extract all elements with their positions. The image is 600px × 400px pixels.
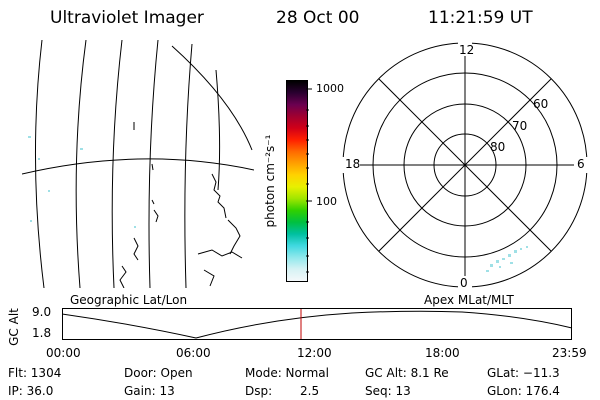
instrument-title: Ultraviolet Imager bbox=[50, 8, 204, 28]
polar-ring-label-60: 60 bbox=[533, 97, 549, 111]
coastline-outlines bbox=[119, 122, 243, 288]
polar-ring-label-80: 80 bbox=[490, 140, 506, 154]
time-label: 11:21:59 UT bbox=[428, 8, 533, 28]
apex-panel-label: Apex MLat/MLT bbox=[424, 293, 514, 307]
altitude-timeline-plot bbox=[62, 308, 573, 340]
geographic-map bbox=[22, 40, 254, 288]
dsp-label: Dsp: bbox=[245, 384, 273, 398]
meridian-line bbox=[34, 40, 45, 288]
polar-plot bbox=[342, 42, 588, 290]
polar-diagonal bbox=[378, 78, 552, 252]
meridian-line bbox=[184, 43, 193, 288]
mode-value: Mode: Normal bbox=[245, 366, 329, 380]
color-scale-ticks bbox=[306, 88, 312, 273]
polar-label-0: 0 bbox=[460, 276, 468, 290]
meridian-line bbox=[148, 40, 159, 288]
polar-aurora-emission bbox=[486, 246, 528, 272]
polar-label-18: 18 bbox=[345, 157, 361, 171]
map-edge-arc bbox=[171, 45, 253, 151]
polar-label-12: 12 bbox=[459, 43, 475, 57]
geographic-latitude: GLat: −11.3 bbox=[487, 366, 560, 380]
ip-value: IP: 36.0 bbox=[8, 384, 54, 398]
time-tick-0600: 06:00 bbox=[176, 346, 211, 360]
aurora-speckles bbox=[28, 136, 136, 228]
altitude-axis-label: GC Alt bbox=[7, 308, 21, 346]
time-tick-0000: 00:00 bbox=[46, 346, 81, 360]
gc-altitude: GC Alt: 8.1 Re bbox=[365, 366, 449, 380]
altitude-plot-frame bbox=[62, 308, 572, 340]
color-scale-max-label: 1000 bbox=[316, 82, 344, 95]
door-status: Door: Open bbox=[124, 366, 193, 380]
color-scale-gradient bbox=[287, 81, 307, 281]
time-tick-2359: 23:59 bbox=[552, 346, 587, 360]
meridian-line bbox=[75, 40, 87, 288]
gain-value: Gain: 13 bbox=[124, 384, 175, 398]
altitude-max-label: 9.0 bbox=[32, 305, 52, 319]
time-tick-1800: 18:00 bbox=[425, 346, 460, 360]
altitude-min-label: 1.8 bbox=[32, 326, 52, 340]
meridian-line bbox=[215, 69, 221, 191]
time-tick-1200: 12:00 bbox=[297, 346, 332, 360]
dsp-value: 2.5 bbox=[300, 384, 320, 398]
color-scale-unit-label: photon cm⁻²s⁻¹ bbox=[263, 134, 277, 228]
flight-number: Flt: 1304 bbox=[8, 366, 62, 380]
color-scale-mid-label: 100 bbox=[316, 195, 337, 208]
geographic-longitude: GLon: 176.4 bbox=[487, 384, 560, 398]
polar-ring-label-70: 70 bbox=[512, 119, 528, 133]
parallel-line bbox=[22, 158, 254, 175]
geographic-panel-label: Geographic Lat/Lon bbox=[70, 293, 188, 307]
sequence-number: Seq: 13 bbox=[365, 384, 411, 398]
altitude-curve bbox=[62, 310, 573, 339]
date-label: 28 Oct 00 bbox=[276, 8, 360, 28]
polar-label-6: 6 bbox=[577, 157, 585, 171]
meridian-line bbox=[111, 40, 123, 288]
color-scale-bar bbox=[286, 80, 308, 282]
